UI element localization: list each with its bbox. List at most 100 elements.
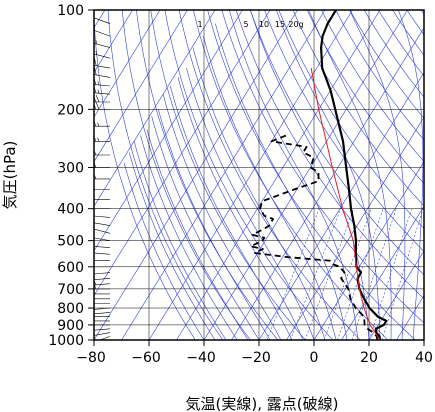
dry-adiabat-line	[178, 10, 361, 340]
wind-barb	[94, 307, 111, 311]
wind-barb	[94, 245, 111, 248]
wind-barb	[94, 189, 110, 190]
wind-barb-staff	[94, 283, 111, 286]
y-tick-label: 600	[57, 260, 84, 276]
isotherm-line	[94, 10, 161, 118]
mixing-ratio-label: 1	[197, 20, 202, 29]
wind-barb	[94, 199, 110, 200]
y-tick-label: 700	[57, 282, 84, 298]
isotherm-line	[94, 10, 271, 296]
moist-adiabat-line	[192, 47, 326, 340]
mixing-ratio-label: 20g	[288, 20, 303, 29]
x-tick-label: −80	[76, 350, 106, 366]
dry-adiabat-line	[94, 10, 196, 340]
y-tick-label: 100	[57, 3, 84, 19]
x-tick-label: −60	[131, 350, 161, 366]
moist-adiabat-line	[229, 10, 359, 340]
isotherm-line	[94, 10, 243, 252]
wind-barb-staff	[94, 73, 111, 78]
wind-barb	[94, 332, 111, 337]
y-tick-label: 500	[57, 234, 84, 250]
wind-barb-staff	[94, 307, 111, 311]
dry-adiabat-line	[207, 10, 416, 340]
mixing-ratio-label-layer: 1 5 10 15 20g	[197, 20, 303, 29]
moist-adiabat-line	[146, 129, 249, 340]
wind-barb	[94, 227, 111, 234]
dry-adiabat-line	[292, 10, 424, 207]
wind-barb	[94, 272, 111, 275]
temperature-line	[320, 10, 388, 340]
wind-barb-staff	[94, 236, 111, 241]
dry-adiabat-line	[150, 10, 306, 340]
wind-barb-staff	[94, 245, 111, 248]
dry-adiabat-line	[121, 10, 251, 340]
wind-barb	[94, 208, 110, 209]
dewpoint-line	[249, 134, 379, 340]
dry-adiabat-line	[221, 10, 424, 324]
x-tick-label: −20	[241, 350, 271, 366]
x-axis-title: 気温(実線), 露点(破線)	[186, 395, 339, 412]
isotherm-line	[94, 10, 188, 163]
wind-barb-half-flag	[97, 122, 100, 127]
wind-barb	[94, 293, 110, 295]
moist-adiabat-line	[308, 10, 392, 340]
isotherm-line	[231, 27, 424, 340]
moist-adiabat-line	[162, 94, 282, 340]
wind-barb-staff	[94, 92, 111, 95]
moist-adiabat-line	[398, 10, 424, 340]
series-layer	[249, 10, 388, 340]
y-tick-label: 800	[57, 301, 84, 317]
y-tick-label: 200	[57, 102, 84, 118]
wind-barb-staff	[94, 221, 111, 226]
y-tick-label: 300	[57, 160, 84, 176]
moist-adiabat-line	[349, 10, 406, 340]
wind-barb-staff	[94, 252, 111, 255]
wind-barb-staff	[94, 64, 111, 69]
wind-barb	[94, 312, 111, 315]
wind-barb	[94, 58, 111, 69]
moist-adiabat-line	[203, 36, 337, 340]
dry-adiabat-line	[278, 10, 424, 229]
wind-barb	[94, 221, 111, 226]
wind-barb	[94, 328, 111, 331]
wind-barb-half-flag	[95, 50, 97, 55]
moist-adiabat-line	[133, 141, 227, 340]
dry-adiabat-line	[306, 10, 424, 184]
isotherm-line	[258, 71, 424, 340]
moist-adiabat-line	[151, 116, 260, 340]
isotherm-line	[341, 205, 424, 340]
isotherm-line	[148, 10, 353, 340]
mixing-ratio-label: 15	[275, 20, 285, 29]
wind-barb	[94, 215, 111, 218]
wind-barb	[94, 50, 111, 59]
mixing-ratio-line	[351, 208, 397, 340]
isotherm-line	[203, 10, 408, 340]
wind-barb-half-flag	[97, 81, 100, 86]
isotherm-line	[121, 10, 326, 340]
dry-adiabat-line	[107, 10, 224, 340]
isotherm-line	[368, 250, 424, 340]
background-line-layer	[94, 10, 424, 340]
dry-adiabat-line	[321, 10, 424, 162]
mixing-ratio-label: 10	[259, 20, 269, 29]
wind-barb	[94, 320, 110, 322]
y-axis-title: 気圧(hPa)	[1, 141, 19, 210]
wind-barb	[94, 316, 110, 318]
wind-barb-half-flag	[97, 89, 100, 94]
dry-adiabat-line	[250, 10, 424, 276]
wind-barb-staff	[94, 215, 111, 218]
x-tick-label: 40	[415, 350, 433, 366]
isotherm-line	[94, 10, 133, 74]
wind-barb-staff	[94, 328, 111, 331]
wind-barb-half-flag	[95, 40, 97, 45]
wind-barb	[94, 266, 110, 268]
moist-adiabat-line	[170, 85, 293, 340]
dry-adiabat-line	[193, 10, 389, 340]
wind-barb	[94, 298, 110, 300]
y-tick-label: 900	[57, 318, 84, 334]
wind-barb-staff	[94, 52, 111, 59]
parcel-line	[310, 68, 381, 340]
isotherm-line	[94, 10, 216, 207]
